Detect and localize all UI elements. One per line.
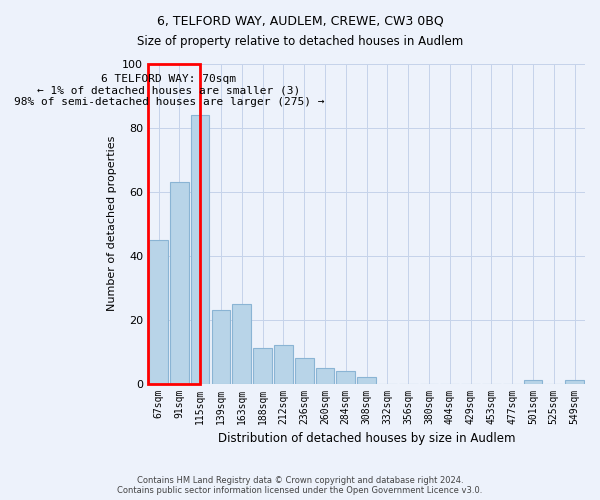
Bar	[191, 115, 209, 384]
Text: Contains HM Land Registry data © Crown copyright and database right 2024.
Contai: Contains HM Land Registry data © Crown c…	[118, 476, 482, 495]
Bar	[316, 368, 334, 384]
Bar	[357, 377, 376, 384]
Bar	[149, 240, 168, 384]
Text: 6, TELFORD WAY, AUDLEM, CREWE, CW3 0BQ: 6, TELFORD WAY, AUDLEM, CREWE, CW3 0BQ	[157, 15, 443, 28]
Bar	[565, 380, 584, 384]
Y-axis label: Number of detached properties: Number of detached properties	[107, 136, 116, 312]
Text: Size of property relative to detached houses in Audlem: Size of property relative to detached ho…	[137, 35, 463, 48]
Text: 6 TELFORD WAY: 70sqm
← 1% of detached houses are smaller (3)
98% of semi-detache: 6 TELFORD WAY: 70sqm ← 1% of detached ho…	[14, 74, 324, 107]
Bar	[148, 64, 200, 384]
Bar	[274, 345, 293, 384]
Bar	[524, 380, 542, 384]
Bar	[212, 310, 230, 384]
Bar	[170, 182, 188, 384]
Bar	[295, 358, 314, 384]
X-axis label: Distribution of detached houses by size in Audlem: Distribution of detached houses by size …	[218, 432, 515, 445]
Bar	[337, 371, 355, 384]
Bar	[253, 348, 272, 384]
Bar	[232, 304, 251, 384]
